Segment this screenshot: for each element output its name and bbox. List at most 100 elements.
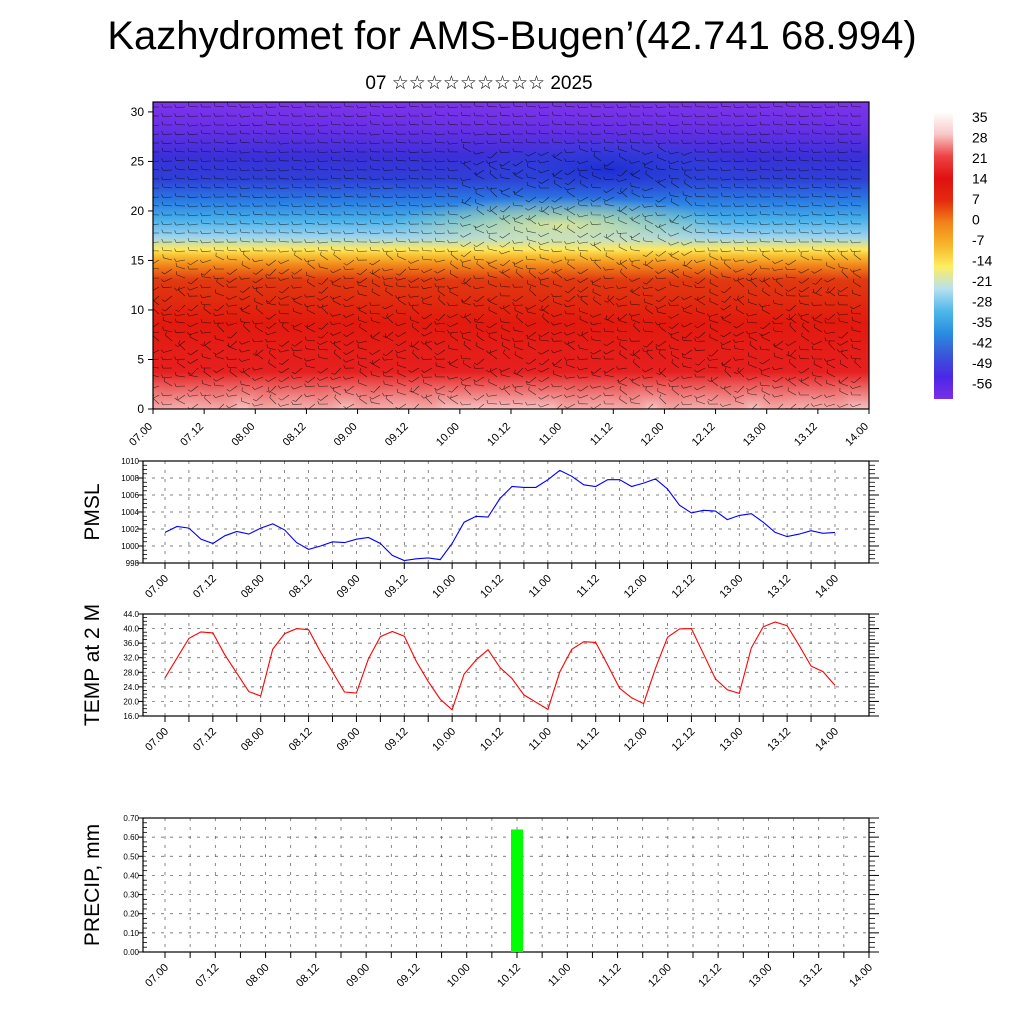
colorbar-label: -21 (972, 273, 992, 289)
x-tick-label: 11.00 (537, 421, 564, 448)
x-tick-label: 12.12 (670, 573, 698, 601)
x-tick-label: 09.12 (395, 962, 423, 990)
panel-frame (142, 613, 870, 717)
x-tick-label: 14.00 (847, 962, 875, 990)
x-tick-label: 13.12 (792, 421, 820, 449)
precip-bar (511, 829, 523, 952)
y-tick-label: 32.0 (123, 654, 139, 663)
x-tick-label: 11.00 (527, 726, 554, 753)
x-tick-label: 08.12 (287, 726, 315, 754)
x-tick-label: 13.00 (747, 962, 775, 990)
wind-barb-field (153, 102, 862, 409)
x-tick-label: 13.00 (741, 421, 769, 449)
y-tick-label: 24.0 (123, 683, 139, 692)
cold-core (470, 138, 750, 202)
y-tick-label: 20 (131, 204, 145, 218)
colorbar-label: -28 (972, 294, 992, 310)
colorbar-label: 35 (972, 109, 988, 125)
colorbar: 35 28 21 14 7 0 -7 -14 -21 -28 -35 -42 -49 -56 (934, 109, 992, 399)
y-tick-label: 0 (137, 402, 144, 416)
x-tick-label: 09.12 (382, 573, 410, 601)
x-tick-label: 07.00 (143, 962, 171, 990)
y-axis-label: PRECIP, mm (81, 824, 104, 946)
wind-barbs (153, 102, 862, 409)
y-tick-label: 0.00 (123, 948, 139, 957)
y-tick-label: 0.50 (123, 852, 139, 861)
x-tick-label: 08.12 (281, 421, 309, 449)
x-tick-label: 11.12 (588, 421, 615, 448)
x-tick-label: 12.00 (622, 726, 650, 754)
x-tick-label: 10.00 (445, 962, 473, 990)
x-tick-label: 13.12 (765, 726, 793, 754)
y-tick-label: 10 (131, 303, 145, 317)
warm-surface-blob (153, 329, 238, 409)
panel-frame (142, 817, 870, 953)
colorbar-label: 14 (972, 171, 988, 187)
y-tick-label: 1004 (121, 508, 139, 517)
cross-section-panel: 0 5 10 15 20 25 30 07.00 07.12 08.00 08.12 09.00 09.… (127, 101, 871, 449)
x-tick-label: 07.00 (143, 573, 171, 601)
x-tick-label: 07.00 (143, 726, 171, 754)
colorbar-label: -56 (972, 376, 992, 392)
x-tick-label: 08.00 (229, 421, 257, 449)
y-tick-label: 1010 (121, 457, 139, 466)
x-tick-label: 12.00 (646, 962, 674, 990)
y-tick-label: 0.70 (123, 814, 139, 823)
warm-bulge (390, 197, 730, 253)
x-tick-label: 12.12 (696, 962, 724, 990)
x-tick-label: 12.00 (639, 421, 667, 449)
y-tick-label: 1008 (121, 474, 139, 483)
x-tick-label: 07.12 (193, 962, 221, 990)
y-axis-label: TEMP at 2 M (81, 604, 104, 726)
y-tick-label: 15 (131, 253, 145, 267)
y-tick-label: 40.0 (123, 625, 139, 634)
colorbar-label: 7 (972, 191, 980, 207)
x-tick-label: 10.00 (430, 573, 458, 601)
y-tick-label: 1006 (121, 491, 139, 500)
y-tick-label: 0.60 (123, 833, 139, 842)
series-line (164, 469, 836, 562)
x-tick-label: 12.00 (622, 573, 650, 601)
colorbar-label: 28 (972, 130, 988, 146)
x-tick-label: 14.00 (813, 573, 841, 601)
warm-surface-blob (554, 329, 647, 409)
x-tick-label: 08.00 (239, 726, 267, 754)
colorbar-label: -7 (972, 232, 985, 248)
x-tick-label: 13.00 (717, 573, 745, 601)
x-tick-label: 09.00 (335, 573, 363, 601)
colorbar-label: -14 (972, 253, 992, 269)
y-tick-label: 1002 (121, 525, 139, 534)
y-tick-label: 20.0 (123, 697, 139, 706)
y-axis-label: PMSL (81, 483, 104, 540)
x-tick-label: 07.00 (127, 421, 155, 449)
x-tick-label: 13.00 (717, 726, 745, 754)
y-tick-label: 16.0 (123, 712, 139, 721)
panel-frame (142, 460, 870, 564)
x-tick-label: 10.00 (434, 421, 462, 449)
warm-surface-blob (656, 329, 749, 409)
x-tick-label: 08.00 (239, 573, 267, 601)
warm-surface-blob (759, 329, 852, 409)
x-tick-label: 09.12 (383, 421, 411, 449)
x-tick-label: 11.00 (546, 962, 573, 989)
x-tick-label: 13.12 (797, 962, 825, 990)
y-tick-label: 0.20 (123, 910, 139, 919)
x-tick-label: 13.12 (765, 573, 793, 601)
x-tick-label: 09.00 (344, 962, 372, 990)
colorbar-label: -35 (972, 314, 992, 330)
x-tick-label: 07.12 (191, 726, 219, 754)
x-tick-label: 10.12 (478, 726, 506, 754)
x-tick-label: 07.12 (178, 421, 206, 449)
x-tick-label: 14.00 (843, 421, 871, 449)
x-tick-label: 09.00 (332, 421, 360, 449)
x-tick-label: 07.12 (191, 573, 219, 601)
x-tick-label: 14.00 (813, 726, 841, 754)
series-line (164, 621, 836, 711)
y-tick-label: 1000 (121, 542, 139, 551)
y-tick-label: 0.10 (123, 929, 139, 938)
colorbar-label: 21 (972, 150, 988, 166)
colorbar-label: -42 (972, 335, 992, 351)
x-tick-label: 11.00 (527, 573, 554, 600)
y-tick-label: 44.0 (123, 610, 139, 619)
